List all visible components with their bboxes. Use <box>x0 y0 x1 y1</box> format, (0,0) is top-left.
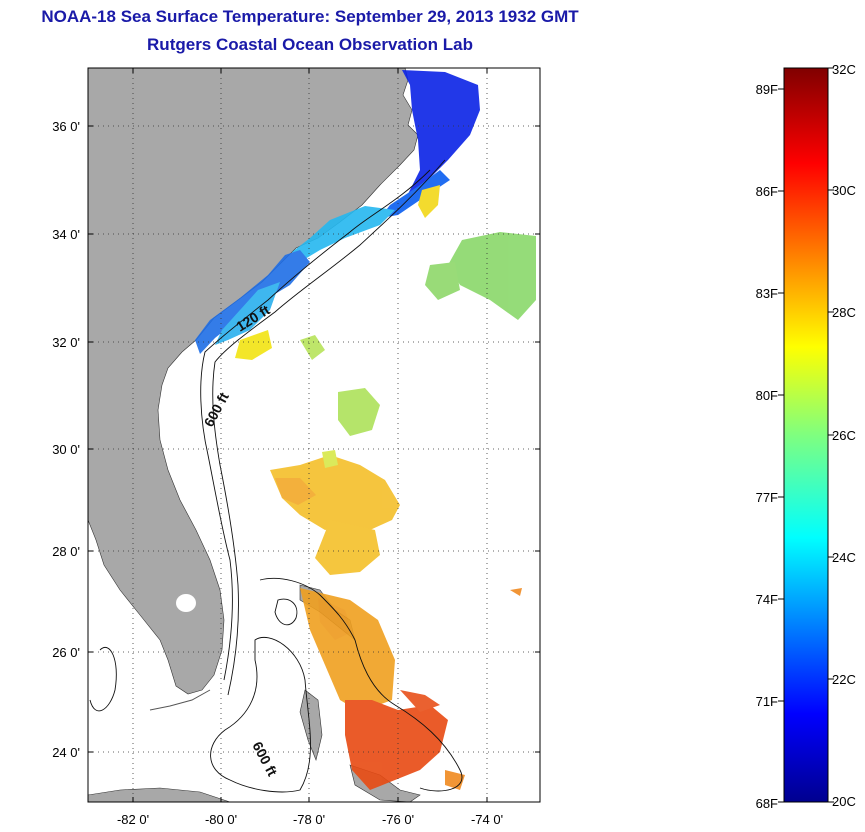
bathymetry-contours <box>89 159 463 793</box>
colorbar-c-label: 24C <box>832 550 856 565</box>
lon-label: -76 0' <box>382 812 414 827</box>
colorbar-f-label: 74F <box>756 592 778 607</box>
colorbar <box>783 67 829 803</box>
colorbar-c-label: 30C <box>832 183 856 198</box>
lon-label: -82 0' <box>117 812 149 827</box>
lat-label: 34 0' <box>52 227 80 242</box>
graticule <box>88 68 540 802</box>
colorbar-f-label: 68F <box>756 796 778 811</box>
colorbar-c-label: 20C <box>832 794 856 809</box>
map-frame <box>87 67 541 803</box>
lon-label: -74 0' <box>471 812 503 827</box>
lat-label: 28 0' <box>52 544 80 559</box>
colorbar-f-label: 71F <box>756 694 778 709</box>
colorbar-c-label: 32C <box>832 62 856 77</box>
lat-label: 32 0' <box>52 335 80 350</box>
colorbar-f-label: 80F <box>756 388 778 403</box>
lon-label: -78 0' <box>293 812 325 827</box>
colorbar-c-label: 26C <box>832 428 856 443</box>
colorbar-f-label: 83F <box>756 286 778 301</box>
lat-label: 36 0' <box>52 119 80 134</box>
lat-label: 26 0' <box>52 645 80 660</box>
colorbar-f-label: 77F <box>756 490 778 505</box>
lat-label: 30 0' <box>52 442 80 457</box>
colorbar-c-label: 28C <box>832 305 856 320</box>
lat-label: 24 0' <box>52 745 80 760</box>
colorbar-f-label: 89F <box>756 82 778 97</box>
colorbar-c-label: 22C <box>832 672 856 687</box>
page-title: NOAA-18 Sea Surface Temperature: Septemb… <box>41 7 579 26</box>
lon-label: -80 0' <box>205 812 237 827</box>
page-subtitle: Rutgers Coastal Ocean Observation Lab <box>147 35 473 54</box>
colorbar-f-label: 86F <box>756 184 778 199</box>
